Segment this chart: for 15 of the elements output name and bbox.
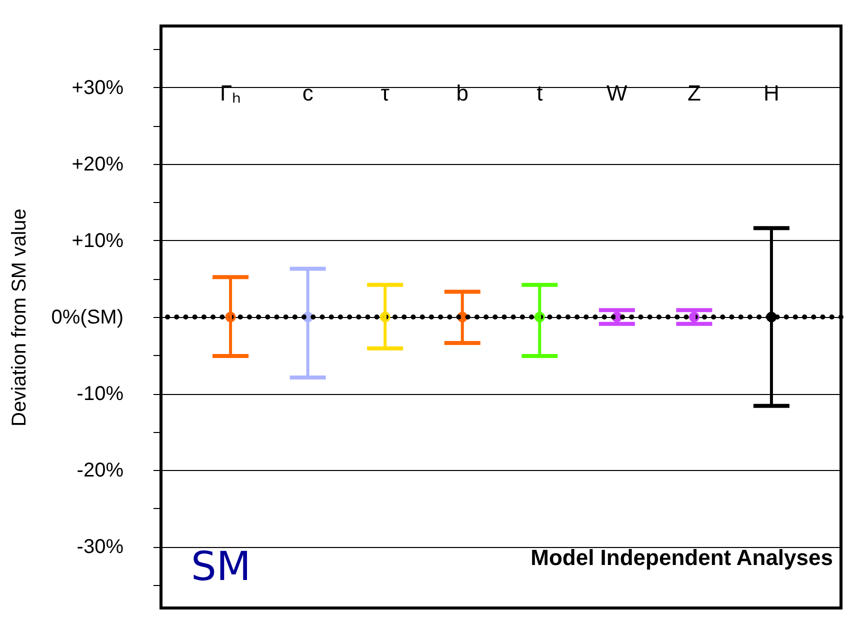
x-tick-label: Z: [687, 80, 701, 106]
x-tick-label: c: [302, 80, 314, 106]
x-tick-label: b: [456, 80, 468, 106]
y-tick-label: -30%: [76, 536, 124, 558]
y-tick-label: +30%: [72, 76, 124, 99]
y-axis-title: Deviation from SM value: [8, 208, 30, 426]
y-tick-label: +10%: [72, 230, 124, 252]
annotation: Model Independent Analyses: [530, 545, 833, 570]
x-tick-label: τ: [380, 80, 390, 106]
x-tick-label: Γₕ: [220, 80, 242, 106]
y-tick-label: -10%: [76, 383, 124, 406]
y-tick-label: +20%: [72, 153, 124, 176]
annotation: SM: [191, 544, 251, 590]
y-tick-label: 0%(SM): [51, 306, 124, 328]
y-tick-label: -20%: [76, 460, 124, 482]
